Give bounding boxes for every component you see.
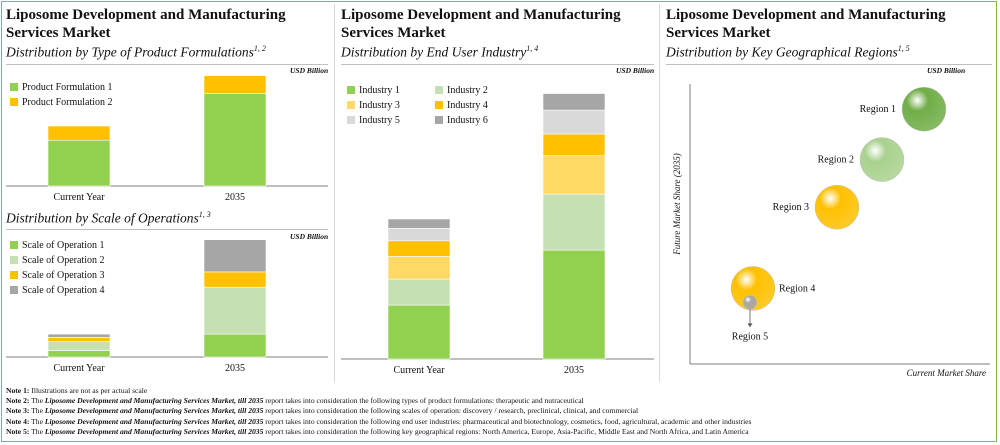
subtitle-enduser: Distribution by End User Industry1, 4 xyxy=(341,44,539,60)
note-3: Note 3: The Liposome Development and Man… xyxy=(6,406,639,416)
unit-label-regions: USD Billion xyxy=(927,66,966,75)
legend-label: Scale of Operation 3 xyxy=(22,270,104,281)
legend-label: Industry 5 xyxy=(359,115,400,126)
bubble-5 xyxy=(742,295,758,310)
bar-segment xyxy=(387,218,451,229)
y-axis-label: Future Market Share (2035) xyxy=(672,153,682,256)
bar-segment xyxy=(203,76,267,94)
panel-title-product: Liposome Development and Manufacturing S… xyxy=(6,7,286,41)
unit-label-product: USD Billion xyxy=(290,66,329,75)
divider xyxy=(666,64,992,65)
divider xyxy=(6,229,328,230)
bar-segment xyxy=(47,139,111,187)
legend-label: Product Formulation 1 xyxy=(22,82,113,93)
bubble-3 xyxy=(814,184,860,230)
legend-swatch xyxy=(10,83,18,91)
legend-swatch xyxy=(10,98,18,106)
bar-segment xyxy=(387,278,451,306)
bubble-2 xyxy=(859,137,905,182)
panel-title-regions: Liposome Development and Manufacturing S… xyxy=(666,7,946,41)
divider xyxy=(341,64,654,65)
chart-regions: Current Market Share Future Market Share … xyxy=(672,84,990,378)
bar-segment xyxy=(387,304,451,360)
bar-segment xyxy=(387,256,451,280)
x-tick-label: 2035 xyxy=(225,363,245,374)
bar-segment xyxy=(542,109,606,135)
chart-enduser: Industry 1 Industry 2 Industry 3 Industry 4… xyxy=(341,85,654,376)
note-5: Note 5: The Liposome Development and Man… xyxy=(6,426,749,436)
bar-segment xyxy=(542,249,606,360)
bar-segment xyxy=(542,155,606,195)
x-tick-label: Current Year xyxy=(393,365,445,376)
bar-segment xyxy=(542,193,606,251)
legend-label: Scale of Operation 4 xyxy=(22,285,104,296)
legend-label: Industry 1 xyxy=(359,85,400,96)
bubble-1 xyxy=(901,86,947,132)
bubble-label: Region 5 xyxy=(732,331,768,342)
unit-label-scale: USD Billion xyxy=(290,232,329,241)
bar-segment xyxy=(387,240,451,257)
leader-arrow xyxy=(747,323,753,328)
bubble-label: Region 1 xyxy=(860,104,896,115)
panel-separator xyxy=(334,4,335,382)
legend-swatch xyxy=(10,271,18,279)
legend-swatch xyxy=(10,256,18,264)
bar-segment xyxy=(203,92,267,187)
chart-product: Product Formulation 1 Product Formulation… xyxy=(6,76,328,203)
legend-swatch xyxy=(10,286,18,294)
bar-segment xyxy=(47,337,111,343)
bar-segment xyxy=(542,93,606,111)
note-1: Note 1: Illustrations are not as per act… xyxy=(6,386,148,395)
bar-segment xyxy=(203,286,267,335)
legend-swatch xyxy=(10,241,18,249)
legend-label: Product Formulation 2 xyxy=(22,97,113,108)
legend-swatch xyxy=(347,116,355,124)
subtitle-scale: Distribution by Scale of Operations1, 3 xyxy=(6,210,211,226)
chart-scale: Scale of Operation 1 Scale of Operation 2… xyxy=(6,240,328,374)
bar-segment xyxy=(203,333,267,358)
panel-title-enduser: Liposome Development and Manufacturing S… xyxy=(341,7,621,41)
x-tick-label: 2035 xyxy=(225,192,245,203)
subtitle-regions: Distribution by Key Geographical Regions… xyxy=(666,44,910,60)
x-axis-label: Current Market Share xyxy=(907,368,986,378)
note-4: Note 4: The Liposome Development and Man… xyxy=(6,416,752,426)
legend-label: Industry 2 xyxy=(447,85,488,96)
panel-separator xyxy=(659,4,660,382)
x-tick-label: 2035 xyxy=(564,365,584,376)
legend-swatch xyxy=(347,101,355,109)
subtitle-product: Distribution by Type of Product Formulat… xyxy=(6,44,266,60)
legend-swatch xyxy=(435,101,443,109)
bubble-label: Region 3 xyxy=(773,202,809,213)
bar-segment xyxy=(387,228,451,242)
x-tick-label: Current Year xyxy=(53,363,105,374)
legend-label: Scale of Operation 2 xyxy=(22,255,104,266)
bar-segment xyxy=(542,133,606,157)
legend-swatch xyxy=(347,86,355,94)
unit-label-enduser: USD Billion xyxy=(616,66,655,75)
bar-segment xyxy=(47,125,111,141)
bar-segment xyxy=(203,240,267,273)
bar-segment xyxy=(47,350,111,358)
bar-segment xyxy=(47,333,111,338)
notes: Note 1: Illustrations are not as per act… xyxy=(6,386,986,437)
divider xyxy=(6,64,328,65)
bubble-label: Region 4 xyxy=(779,283,815,294)
legend-label: Industry 3 xyxy=(359,100,400,111)
legend-label: Scale of Operation 1 xyxy=(22,240,104,251)
legend-label: Industry 6 xyxy=(447,115,488,126)
bubble-label: Region 2 xyxy=(818,155,854,166)
legend-swatch xyxy=(435,86,443,94)
bar-segment xyxy=(203,271,267,288)
bubble-4 xyxy=(730,266,776,311)
note-2: Note 2: The Liposome Development and Man… xyxy=(6,396,584,406)
legend-swatch xyxy=(435,116,443,124)
bar-segment xyxy=(47,341,111,351)
x-tick-label: Current Year xyxy=(53,192,105,203)
legend-label: Industry 4 xyxy=(447,100,488,111)
